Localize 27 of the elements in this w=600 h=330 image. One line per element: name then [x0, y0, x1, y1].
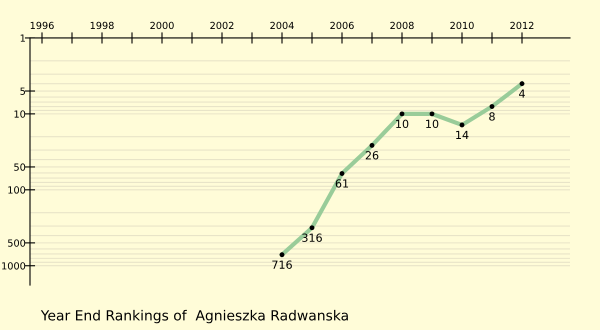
- y-tick-label: 500: [8, 239, 26, 247]
- data-label: 10: [426, 120, 438, 128]
- text: Year End Rankings of Agnieszka Radwanska: [40, 310, 348, 324]
- x-tick-label: 2004: [270, 22, 294, 30]
- y-tick-label: 5: [20, 88, 25, 95]
- data-label: 26: [366, 151, 378, 160]
- x-tick-label: 2012: [510, 22, 534, 30]
- data-label: 4: [519, 90, 525, 98]
- data-label: 716: [272, 260, 292, 269]
- x-tick-label: 2000: [150, 22, 174, 30]
- x-tick-label: 2002: [210, 22, 234, 30]
- y-tick-label: 50: [14, 163, 26, 171]
- data-label: 14: [456, 130, 468, 139]
- data-label: 10: [396, 120, 408, 128]
- y-tick-label: 1: [20, 34, 25, 42]
- y-tick-label: 1000: [2, 262, 26, 270]
- x-tick-label: 2006: [330, 22, 354, 30]
- y-tick-label: 100: [8, 186, 26, 194]
- data-label: 316: [302, 234, 322, 242]
- x-tick-label: 1998: [90, 22, 114, 30]
- x-tick-label: 2010: [450, 22, 474, 30]
- x-tick-label: 1996: [30, 22, 54, 30]
- data-label: 61: [336, 179, 348, 188]
- x-tick-label: 2008: [390, 22, 414, 30]
- y-tick-label: 10: [14, 110, 26, 118]
- line-series: [280, 81, 524, 258]
- data-label: 8: [489, 112, 495, 121]
